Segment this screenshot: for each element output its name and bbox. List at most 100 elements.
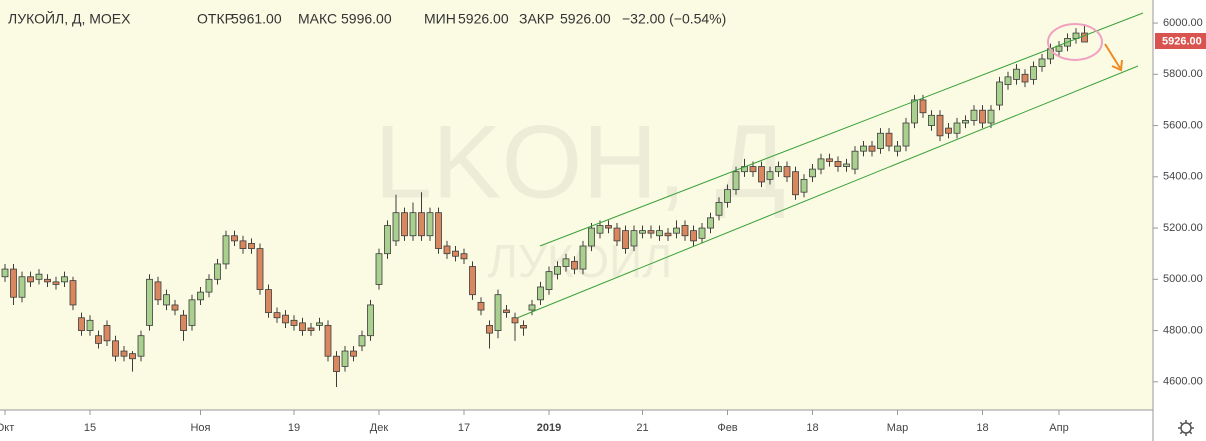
y-tick-label: 5600.00 [1163, 119, 1203, 131]
candle-body [358, 335, 366, 347]
candle-body [52, 281, 60, 285]
candle-body [197, 291, 204, 301]
x-tick-label: 15 [84, 422, 96, 434]
candle-body [1030, 66, 1037, 80]
candle-body [307, 327, 315, 331]
candle-body [571, 260, 578, 270]
candle-body [1021, 73, 1029, 83]
candle-body [443, 245, 451, 255]
candle-body [588, 227, 595, 247]
watermark: LKOH, Д [374, 104, 785, 220]
x-tick-label: 19 [288, 422, 300, 434]
candle-body [460, 253, 468, 260]
candle-body [248, 243, 255, 249]
candle-body [962, 120, 969, 124]
candle-body [180, 314, 187, 331]
low-value: 5926.00 [458, 11, 509, 27]
candle-body [537, 286, 544, 301]
candle-body [146, 278, 153, 326]
candle-body [1038, 58, 1046, 68]
candle-body [545, 271, 553, 290]
candle-body [61, 276, 68, 283]
candle-body [843, 163, 850, 167]
candle-body [885, 132, 893, 147]
candle-body [605, 225, 612, 229]
candle-body [707, 217, 714, 229]
candle-body [350, 350, 357, 357]
x-tick-label: 2019 [537, 422, 561, 434]
candle-body [418, 212, 425, 237]
candle-body [231, 235, 238, 242]
candle-body [877, 132, 884, 150]
candle-body [477, 301, 485, 311]
candle-body [299, 322, 306, 331]
high-label: МАКС [298, 11, 337, 27]
candle-body [137, 335, 145, 357]
candle-body [452, 250, 459, 257]
candle-body [656, 230, 663, 237]
candle-body [826, 158, 833, 162]
candle-body [86, 319, 94, 331]
candle-body [698, 227, 706, 239]
low-label: МИН [424, 11, 456, 27]
x-tick-label: Фев [717, 422, 737, 434]
candle-body [639, 230, 646, 234]
candle-body [188, 299, 196, 326]
candle-body [690, 230, 697, 242]
header: ЛУКОЙЛ, Д, MOEX ОТКР 5961.00 МАКС 5996.0… [8, 10, 726, 27]
candle-body [817, 158, 825, 170]
y-tick-label: 4800.00 [1163, 324, 1203, 336]
candle-body [409, 212, 417, 237]
candle-body [129, 353, 136, 360]
candle-body [205, 278, 213, 293]
x-tick-label: 18 [806, 422, 818, 434]
candle-body [112, 340, 119, 357]
candle-body [163, 294, 170, 306]
candle-body [333, 355, 340, 372]
candle-body [775, 166, 782, 173]
x-tick-label: Дек [370, 422, 389, 434]
candle-body [222, 235, 230, 265]
candle-body [69, 280, 77, 306]
candle-body [1081, 32, 1088, 43]
candle-body [426, 212, 434, 237]
candle-body [732, 171, 740, 191]
open-value: 5961.00 [231, 11, 282, 27]
candle-body [10, 268, 17, 298]
candle-body [979, 109, 986, 124]
candle-body [401, 212, 408, 237]
candle-body [579, 245, 587, 270]
candle-body [928, 114, 935, 126]
candle-body [486, 325, 493, 334]
candle-body [265, 289, 272, 314]
candle-body [664, 232, 672, 237]
x-tick-label: Мар [887, 422, 909, 434]
settings-icon[interactable] [1178, 420, 1194, 436]
x-tick-label: Окт [0, 422, 14, 434]
candle-body [749, 166, 757, 173]
candle-body [1013, 68, 1020, 80]
candle-body [613, 227, 621, 242]
channel-upper [539, 12, 1144, 247]
candle-body [367, 304, 374, 337]
x-tick-label: 17 [458, 422, 470, 434]
candle-body [622, 230, 629, 249]
candle-body [171, 304, 179, 311]
candle-body [503, 309, 510, 314]
candle-body [256, 248, 264, 290]
candle-body [936, 114, 944, 137]
candle-body [851, 150, 859, 170]
candle-body [647, 230, 655, 234]
candle-body [911, 99, 918, 124]
candle-body [103, 325, 111, 342]
x-tick-label: Ноя [190, 422, 210, 434]
candle-body [384, 225, 391, 255]
candle-body [1, 268, 9, 278]
x-tick-label: 21 [636, 422, 648, 434]
candle-body [673, 227, 680, 234]
candle-body [919, 99, 927, 114]
y-tick-label: 5200.00 [1163, 222, 1203, 234]
y-tick-label: 5400.00 [1163, 171, 1203, 183]
candle-body [341, 350, 349, 367]
candle-body [596, 225, 604, 234]
